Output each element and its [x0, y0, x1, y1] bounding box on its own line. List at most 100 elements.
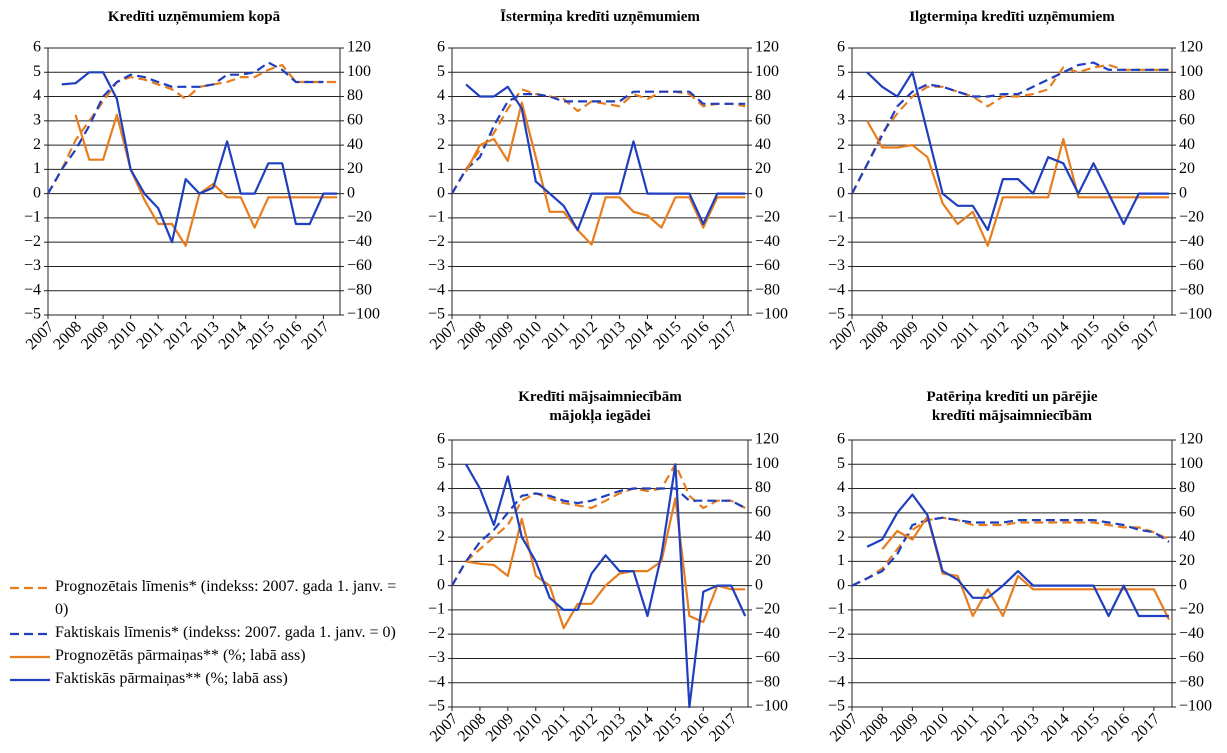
y-tick-label: −4 [428, 673, 445, 690]
y2-tick-label: −60 [347, 257, 372, 274]
y-tick-label: −2 [828, 233, 845, 250]
y-tick-label: 4 [33, 87, 41, 104]
y-tick-label: 0 [837, 184, 845, 201]
x-tick-label: 2016 [271, 318, 306, 353]
x-tick-label: 2009 [887, 318, 922, 353]
x-tick-label: 2010 [511, 318, 546, 353]
y2-tick-label: 0 [347, 184, 355, 201]
y-tick-label: 1 [437, 160, 445, 177]
x-tick-label: 2014 [622, 318, 657, 353]
legend-entry: Prognozētais līmenis* (indekss: 2007. ga… [8, 575, 400, 621]
y-tick-label: 4 [837, 479, 845, 496]
y-tick-label: −3 [24, 257, 41, 274]
y-tick-label: −1 [24, 209, 41, 226]
x-tick-label: 2009 [483, 318, 518, 353]
y2-tick-label: 0 [755, 576, 763, 593]
y2-tick-label: 40 [1179, 528, 1195, 545]
y2-tick-label: 40 [755, 528, 771, 545]
series-line [465, 83, 746, 232]
y-tick-label: 0 [437, 184, 445, 201]
chart-title: Kredīti uzņēmumiem kopā [107, 9, 281, 25]
y2-tick-label: 100 [347, 63, 371, 80]
y2-tick-label: −100 [1179, 698, 1212, 715]
y2-tick-label: −20 [755, 601, 780, 618]
y2-tick-label: −100 [347, 306, 380, 323]
y-tick-label: 1 [837, 160, 845, 177]
y-tick-label: −2 [24, 233, 41, 250]
x-tick-label: 2012 [978, 710, 1013, 745]
series-line [451, 90, 746, 195]
x-tick-label: 2008 [857, 710, 892, 745]
legend: Prognozētais līmenis* (indekss: 2007. ga… [8, 575, 403, 690]
y2-tick-label: 80 [1179, 479, 1195, 496]
x-tick-label: 2008 [455, 318, 490, 353]
x-tick-label: 2016 [678, 318, 713, 353]
legend-entry: Faktiskais līmenis* (indekss: 2007. gada… [8, 621, 400, 644]
x-tick-label: 2017 [706, 710, 741, 745]
x-tick-label: 2010 [105, 318, 140, 353]
x-tick-label: 2013 [188, 318, 223, 353]
x-tick-label: 2015 [650, 318, 685, 353]
y2-tick-label: −60 [755, 257, 780, 274]
y-tick-label: 4 [437, 479, 445, 496]
y2-tick-label: 20 [347, 160, 363, 177]
x-tick-label: 2014 [1038, 710, 1073, 745]
x-tick-label: 2017 [1129, 318, 1164, 353]
y2-tick-label: 0 [755, 184, 763, 201]
y2-tick-label: 120 [1179, 39, 1203, 56]
y-tick-label: −2 [828, 625, 845, 642]
x-tick-label: 2013 [594, 318, 629, 353]
y2-tick-label: 20 [1179, 160, 1195, 177]
y2-tick-label: 0 [1179, 184, 1187, 201]
y-tick-label: −4 [828, 281, 845, 298]
y-tick-label: −3 [428, 649, 445, 666]
y-tick-label: −3 [828, 257, 845, 274]
x-tick-label: 2008 [857, 318, 892, 353]
chart-title: Īstermiņa kredīti uzņēmumiem [500, 9, 700, 25]
y2-tick-label: −80 [1179, 673, 1204, 690]
legend-swatch [10, 655, 50, 659]
legend-entry: Prognozētās pārmaiņas** (%; labā ass) [8, 644, 400, 667]
x-tick-label: 2007 [827, 710, 862, 745]
y-tick-label: 6 [437, 431, 445, 448]
y2-tick-label: 20 [755, 160, 771, 177]
y2-tick-label: 100 [1179, 455, 1203, 472]
series-line [851, 516, 1170, 587]
y2-tick-label: 60 [1179, 503, 1195, 520]
legend-entry: Faktiskās pārmaiņas** (%; labā ass) [8, 667, 400, 690]
y-tick-label: −1 [828, 601, 845, 618]
series-line [74, 113, 338, 247]
y2-tick-label: 60 [1179, 111, 1195, 128]
y2-tick-label: −80 [1179, 281, 1204, 298]
y-tick-label: 6 [837, 39, 845, 56]
x-tick-label: 2007 [427, 710, 462, 745]
series-line [866, 71, 1169, 232]
series-line [47, 63, 338, 195]
y2-tick-label: −20 [755, 209, 780, 226]
x-tick-label: 2012 [566, 710, 601, 745]
legend-label: Prognozētās pārmaiņas** (%; labā ass) [55, 647, 306, 664]
y2-tick-label: 100 [755, 455, 779, 472]
y-tick-label: −2 [428, 233, 445, 250]
y2-tick-label: −40 [1179, 233, 1204, 250]
y-tick-label: −4 [428, 281, 445, 298]
y-tick-label: 1 [437, 552, 445, 569]
y2-tick-label: −60 [1179, 257, 1204, 274]
y2-tick-label: −40 [347, 233, 372, 250]
y2-tick-label: −60 [1179, 649, 1204, 666]
y-tick-label: 3 [837, 503, 845, 520]
legend-swatch [10, 586, 50, 590]
legend-swatch [10, 632, 50, 636]
y2-tick-label: 60 [755, 503, 771, 520]
x-tick-label: 2015 [650, 710, 685, 745]
x-tick-label: 2016 [678, 710, 713, 745]
y2-tick-label: 80 [755, 87, 771, 104]
y2-tick-label: −80 [755, 673, 780, 690]
series-line [851, 63, 1169, 195]
y2-tick-label: −80 [755, 281, 780, 298]
y-tick-label: 3 [837, 111, 845, 128]
x-tick-label: 2007 [23, 318, 58, 353]
y-tick-label: −1 [428, 209, 445, 226]
y-tick-label: 5 [33, 63, 41, 80]
legend-label: Prognozētais līmenis* (indekss: 2007. ga… [55, 578, 397, 618]
